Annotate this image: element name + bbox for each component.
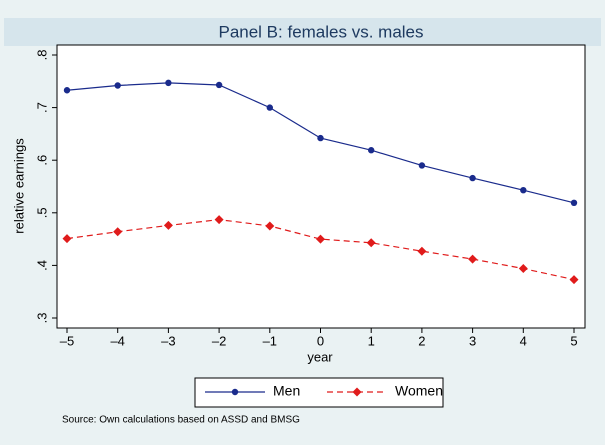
source-note: Source: Own calculations based on ASSD a… (62, 415, 300, 426)
y-tick-label: .7 (34, 102, 49, 113)
x-tick-label: –3 (161, 333, 175, 348)
marker (316, 234, 325, 244)
marker (570, 199, 578, 207)
marker (518, 264, 528, 274)
legend (194, 377, 444, 408)
x-tick-label: –1 (263, 333, 277, 348)
x-tick-label: 1 (368, 333, 375, 348)
x-tick-label: –5 (60, 333, 74, 348)
marker (265, 221, 275, 231)
marker (368, 147, 375, 154)
y-axis-label: relative earnings (11, 138, 26, 234)
x-tick-label: –2 (212, 333, 226, 348)
x-tick-label: 4 (520, 333, 527, 348)
series-line (66, 219, 575, 281)
marker (214, 215, 224, 225)
marker (352, 387, 362, 397)
marker (266, 104, 273, 111)
marker (418, 162, 426, 169)
y-tick-label: .4 (34, 260, 49, 271)
marker (366, 238, 376, 248)
marker (113, 227, 123, 237)
title-band (4, 18, 601, 46)
marker (114, 82, 121, 89)
marker (317, 134, 324, 142)
chart-title: Panel B: females vs. males (218, 22, 423, 41)
x-axis-label: year (307, 349, 333, 364)
legend-label: Men (273, 383, 300, 399)
marker (165, 79, 172, 87)
x-tick-label: 5 (570, 333, 577, 348)
x-tick-label: 0 (317, 333, 324, 348)
marker (63, 87, 71, 94)
legend-label: Women (395, 383, 443, 399)
marker (62, 234, 72, 244)
x-tick-label: –4 (110, 333, 124, 348)
y-tick-label: .6 (34, 155, 49, 166)
plot-area (56, 44, 586, 329)
y-tick-label: .3 (34, 313, 49, 324)
y-tick-label: .5 (34, 207, 49, 218)
marker (469, 174, 476, 182)
marker (163, 220, 173, 230)
y-tick-label: .8 (34, 50, 49, 61)
marker (231, 388, 239, 396)
x-tick-label: 2 (418, 333, 425, 348)
marker (417, 246, 427, 256)
marker (215, 81, 223, 89)
marker (569, 275, 579, 285)
x-tick-label: 3 (469, 333, 476, 348)
marker (520, 186, 527, 194)
marker (468, 254, 478, 264)
